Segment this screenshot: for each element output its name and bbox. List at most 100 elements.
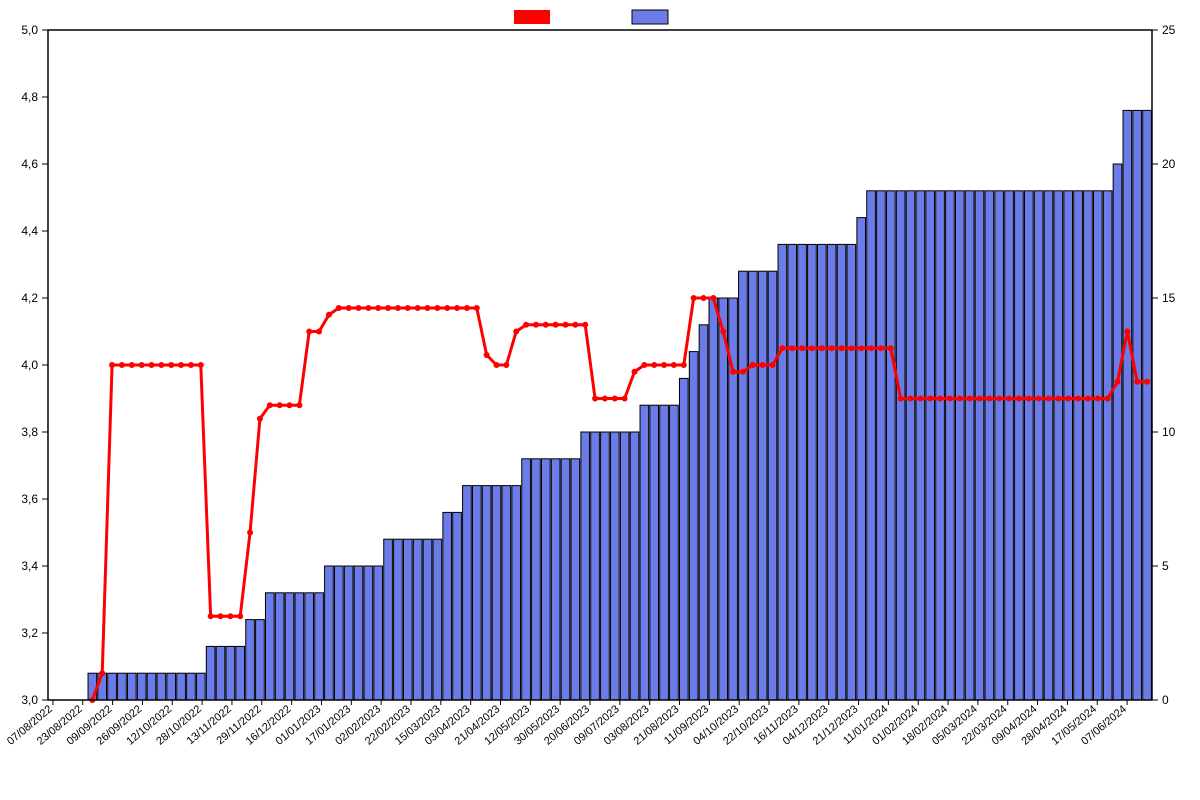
line-marker bbox=[119, 362, 125, 368]
bar bbox=[354, 566, 363, 700]
line-marker bbox=[612, 396, 618, 402]
bar bbox=[1084, 191, 1093, 700]
bar bbox=[946, 191, 955, 700]
line-marker bbox=[779, 345, 785, 351]
bar bbox=[1074, 191, 1083, 700]
svg-text:10: 10 bbox=[1162, 425, 1176, 439]
line-marker bbox=[848, 345, 854, 351]
line-marker bbox=[503, 362, 509, 368]
line-marker bbox=[1134, 379, 1140, 385]
line-marker bbox=[572, 322, 578, 328]
line-marker bbox=[799, 345, 805, 351]
bar bbox=[108, 673, 117, 700]
line-marker bbox=[908, 396, 914, 402]
line-marker bbox=[829, 345, 835, 351]
line-marker bbox=[237, 613, 243, 619]
line-marker bbox=[158, 362, 164, 368]
line-marker bbox=[1026, 396, 1032, 402]
line-marker bbox=[533, 322, 539, 328]
line-marker bbox=[651, 362, 657, 368]
svg-text:3,6: 3,6 bbox=[21, 492, 38, 506]
bar bbox=[768, 271, 777, 700]
line-marker bbox=[267, 402, 273, 408]
bar bbox=[1064, 191, 1073, 700]
bar bbox=[413, 539, 422, 700]
bar bbox=[610, 432, 619, 700]
y-right-axis: 0510152025 bbox=[1152, 23, 1176, 707]
bar bbox=[246, 620, 255, 700]
bar bbox=[433, 539, 442, 700]
bar bbox=[758, 271, 767, 700]
svg-text:3,4: 3,4 bbox=[21, 559, 38, 573]
bar bbox=[926, 191, 935, 700]
bar bbox=[916, 191, 925, 700]
line-marker bbox=[1036, 396, 1042, 402]
bar bbox=[1024, 191, 1033, 700]
line-marker bbox=[1046, 396, 1052, 402]
line-marker bbox=[720, 329, 726, 335]
bar bbox=[315, 593, 324, 700]
line-marker bbox=[602, 396, 608, 402]
line-marker bbox=[365, 305, 371, 311]
line-marker bbox=[592, 396, 598, 402]
bar bbox=[394, 539, 403, 700]
bar bbox=[265, 593, 274, 700]
line-marker bbox=[336, 305, 342, 311]
svg-text:4,8: 4,8 bbox=[21, 90, 38, 104]
line-marker bbox=[868, 345, 874, 351]
line-marker bbox=[454, 305, 460, 311]
bar bbox=[601, 432, 610, 700]
bar bbox=[936, 191, 945, 700]
bar bbox=[1103, 191, 1112, 700]
line-marker bbox=[770, 362, 776, 368]
bar bbox=[877, 191, 886, 700]
line-marker bbox=[789, 345, 795, 351]
line-marker bbox=[671, 362, 677, 368]
svg-text:4,0: 4,0 bbox=[21, 358, 38, 372]
bar bbox=[886, 191, 895, 700]
svg-text:3,8: 3,8 bbox=[21, 425, 38, 439]
bar bbox=[344, 566, 353, 700]
bar bbox=[650, 405, 659, 700]
bar bbox=[551, 459, 560, 700]
bar bbox=[157, 673, 166, 700]
svg-text:5,0: 5,0 bbox=[21, 23, 38, 37]
line-marker bbox=[563, 322, 569, 328]
bar bbox=[808, 244, 817, 700]
bar bbox=[364, 566, 373, 700]
line-marker bbox=[247, 530, 253, 536]
bar bbox=[679, 378, 688, 700]
line-marker bbox=[878, 345, 884, 351]
bar bbox=[196, 673, 205, 700]
line-marker bbox=[543, 322, 549, 328]
line-marker bbox=[218, 613, 224, 619]
line-marker bbox=[198, 362, 204, 368]
line-marker bbox=[1075, 396, 1081, 402]
bar bbox=[374, 566, 383, 700]
bar bbox=[137, 673, 146, 700]
legend-line-swatch bbox=[514, 10, 550, 24]
bar bbox=[1143, 110, 1152, 700]
bar bbox=[1133, 110, 1142, 700]
line-marker bbox=[917, 396, 923, 402]
line-marker bbox=[356, 305, 362, 311]
bar bbox=[334, 566, 343, 700]
bar bbox=[817, 244, 826, 700]
bar bbox=[798, 244, 807, 700]
svg-text:20: 20 bbox=[1162, 157, 1176, 171]
line-marker bbox=[858, 345, 864, 351]
line-marker bbox=[977, 396, 983, 402]
line-marker bbox=[898, 396, 904, 402]
line-marker bbox=[494, 362, 500, 368]
line-marker bbox=[691, 295, 697, 301]
bar bbox=[847, 244, 856, 700]
bar bbox=[1093, 191, 1102, 700]
bar bbox=[906, 191, 915, 700]
bar bbox=[285, 593, 294, 700]
bar bbox=[453, 512, 462, 700]
line-marker bbox=[1016, 396, 1022, 402]
line-marker bbox=[523, 322, 529, 328]
bar bbox=[965, 191, 974, 700]
bar bbox=[522, 459, 531, 700]
line-marker bbox=[296, 402, 302, 408]
